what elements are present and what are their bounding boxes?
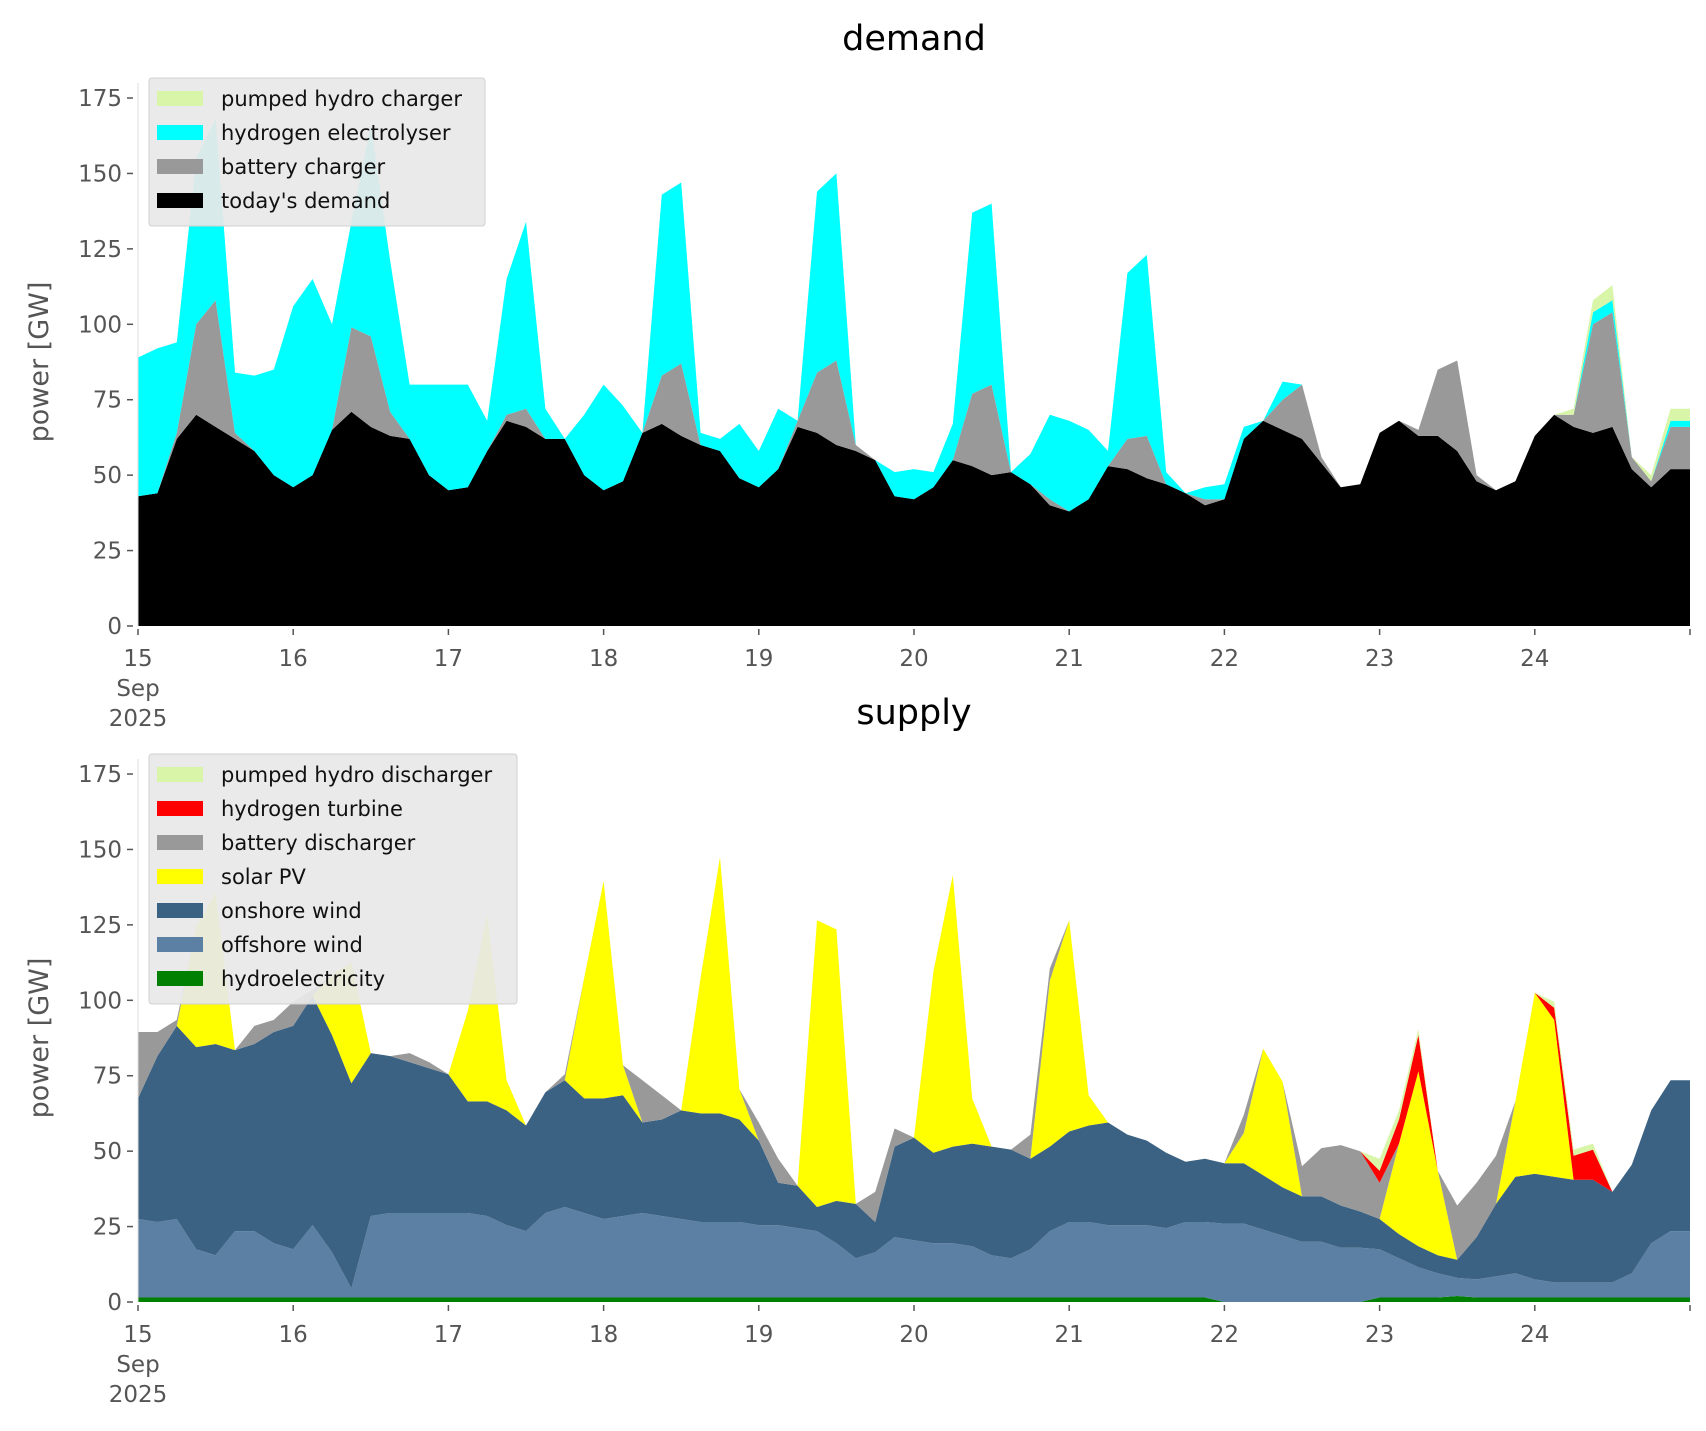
y-tick-label: 75	[93, 388, 122, 414]
x-tick-label: 15 Sep 2025	[109, 1322, 168, 1408]
legend-box	[148, 753, 518, 1005]
y-tick-label: 125	[78, 913, 122, 939]
y-tick-label: 0	[107, 614, 122, 640]
legend-swatch	[157, 835, 203, 850]
x-tick-label: 23	[1365, 646, 1394, 672]
y-tick-label: 100	[78, 988, 122, 1014]
legend-swatch	[157, 971, 203, 986]
x-tick-label: 21	[1055, 1322, 1084, 1348]
legend: pumped hydro discharger hydrogen turbine b…	[148, 753, 518, 1005]
y-axis: 0 25 50 75 100 125 150 175	[78, 758, 139, 1316]
x-tick-label: 23	[1365, 1322, 1394, 1348]
area-today-s-demand	[138, 411, 1690, 626]
x-tick-label: 19	[744, 646, 773, 672]
legend-label: battery discharger	[221, 831, 416, 855]
x-tick-label: 18	[589, 646, 618, 672]
y-tick-label: 100	[78, 312, 122, 338]
chart-title: supply	[856, 693, 971, 733]
area-layer	[138, 119, 1690, 626]
y-tick-label: 50	[93, 1139, 122, 1165]
y-axis-label: power [GW]	[24, 958, 55, 1119]
legend-swatch	[157, 903, 203, 918]
y-axis-label: power [GW]	[24, 282, 55, 443]
x-tick-label: 20	[899, 1322, 928, 1348]
legend-label: pumped hydro discharger	[221, 763, 492, 787]
area-layer	[138, 857, 1690, 1302]
supply-chart: supply power [GW] 0 25 50 75 100 125 150 175 15…	[24, 693, 1691, 1408]
x-tick-label: 24	[1520, 1322, 1549, 1348]
legend-swatch	[157, 767, 203, 782]
legend-label: hydrogen turbine	[221, 797, 403, 821]
legend: pumped hydro charger hydrogen electrolyse…	[148, 77, 486, 227]
x-tick-label: 17	[434, 1322, 463, 1348]
legend-label: offshore wind	[221, 933, 363, 957]
y-axis: 0 25 50 75 100 125 150 175	[78, 82, 139, 640]
y-tick-label: 25	[93, 1215, 122, 1241]
x-tick-label: 15 Sep 2025	[109, 646, 168, 732]
x-tick-label: 17	[434, 646, 463, 672]
demand-chart: demand power [GW] 0 25 50 75 100 125 150 175 15…	[24, 19, 1691, 732]
y-tick-label: 25	[93, 539, 122, 565]
y-tick-label: 175	[78, 86, 122, 112]
y-tick-label: 75	[93, 1064, 122, 1090]
y-tick-label: 125	[78, 237, 122, 263]
x-tick-label: 24	[1520, 646, 1549, 672]
y-tick-label: 175	[78, 762, 122, 788]
legend-label: hydrogen electrolyser	[221, 121, 451, 145]
legend-swatch	[157, 869, 203, 884]
x-axis: 15 Sep 2025 16 17 18 19 20 21 22 23 24	[109, 629, 1691, 732]
x-tick-label: 22	[1210, 1322, 1239, 1348]
x-tick-label: 20	[899, 646, 928, 672]
legend-label: hydroelectricity	[221, 967, 385, 991]
x-tick-label: 21	[1055, 646, 1084, 672]
area-offshore-wind	[138, 1207, 1690, 1302]
y-tick-label: 150	[78, 161, 122, 187]
legend-label: onshore wind	[221, 899, 362, 923]
x-tick-label: 19	[744, 1322, 773, 1348]
legend-label: pumped hydro charger	[221, 87, 462, 111]
area-hydrogen-electrolyser	[138, 119, 1690, 512]
legend-swatch	[157, 125, 203, 140]
legend-swatch	[157, 159, 203, 174]
x-tick-label: 22	[1210, 646, 1239, 672]
x-axis: 15 Sep 2025 16 17 18 19 20 21 22 23 24	[109, 1305, 1691, 1408]
area-onshore-wind	[138, 995, 1690, 1289]
legend-swatch	[157, 193, 203, 208]
legend-label: battery charger	[221, 155, 386, 179]
legend-label: solar PV	[221, 865, 306, 889]
x-tick-label: 16	[279, 646, 308, 672]
y-tick-label: 0	[107, 1290, 122, 1316]
legend-label: today's demand	[221, 189, 390, 213]
x-tick-label: 16	[279, 1322, 308, 1348]
legend-swatch	[157, 937, 203, 952]
legend-swatch	[157, 801, 203, 816]
y-tick-label: 150	[78, 837, 122, 863]
legend-swatch	[157, 91, 203, 106]
legend-box	[148, 77, 486, 227]
x-tick-label: 18	[589, 1322, 618, 1348]
y-tick-label: 50	[93, 463, 122, 489]
chart-title: demand	[842, 19, 986, 59]
